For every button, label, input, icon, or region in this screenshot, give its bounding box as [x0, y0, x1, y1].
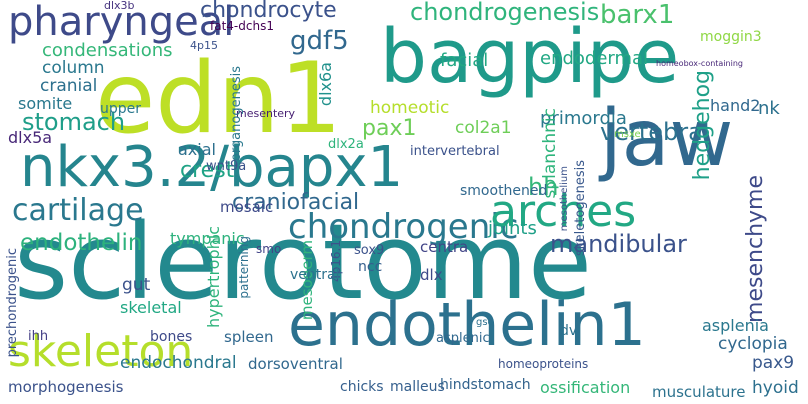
- word-mandibular: mandibular: [550, 230, 687, 258]
- word-msxe: msxe: [614, 129, 641, 140]
- word-hand2: hand2: [710, 96, 761, 115]
- word-dlx3b: dlx3b: [104, 0, 135, 12]
- word-4p15: 4p15: [190, 39, 218, 52]
- word-sox9: sox9: [354, 243, 385, 258]
- word-somite: somite: [18, 94, 73, 113]
- word-dlx6a: dlx6a: [316, 62, 335, 107]
- word-stomach: stomach: [22, 108, 126, 136]
- word-prechondrogenic: prechondrogenic: [5, 248, 20, 358]
- word-smoothened: smoothened: [460, 183, 548, 199]
- word-cartilage: cartilage: [12, 193, 144, 228]
- word-dv: dv: [560, 323, 578, 339]
- word-wnt9a: wnt9a: [206, 159, 247, 174]
- word-dlx: dlx: [420, 266, 443, 284]
- word-crest: crest: [180, 158, 235, 183]
- word-ihh: ihh: [28, 329, 49, 344]
- word-bones: bones: [150, 329, 193, 345]
- word-skeleton: skeleton: [8, 326, 194, 377]
- word-endodermal: endodermal: [540, 48, 649, 69]
- word-organogenesis: organogenesis: [229, 66, 244, 162]
- word-homeoproteins: homeoproteins: [498, 357, 589, 371]
- word-dlx5a: dlx5a: [8, 128, 53, 147]
- word-hypertrophic: hypertrophic: [204, 226, 223, 329]
- word-asplenia: asplenia: [702, 316, 769, 335]
- word-arches: arches: [490, 186, 637, 237]
- word-bagpipe: bagpipe: [380, 14, 680, 100]
- word-chondrogenic: chondrogenic: [288, 207, 519, 247]
- word-facial: facial: [440, 50, 489, 71]
- word-craniofacial: craniofacial: [232, 190, 360, 215]
- word-tympanic: tympanic: [170, 229, 245, 248]
- word-ossification: ossification: [540, 378, 631, 397]
- word-homeobox-containing: homeobox-containing: [656, 59, 743, 68]
- word-skeletogenesis: skeletogenesis: [573, 160, 588, 257]
- word-axial: axial: [178, 140, 216, 159]
- word-nk: nk: [758, 98, 780, 119]
- word-gut: gut: [122, 275, 151, 295]
- word-morphogenesis: morphogenesis: [8, 378, 124, 396]
- word-primordia: primordia: [540, 108, 627, 129]
- word-condensations: condensations: [42, 40, 173, 61]
- word-cranial: cranial: [40, 76, 98, 96]
- word-mesothelium: mesothelium: [559, 166, 570, 232]
- word-intervertebral: intervertebral: [410, 144, 500, 159]
- word-edn1: edn1: [95, 42, 342, 156]
- word-pharyngeal: pharyngeal: [8, 0, 235, 45]
- word-pax1: pax1: [362, 116, 417, 141]
- word-upper: upper: [100, 101, 142, 117]
- word-ventral: ventral: [290, 267, 340, 283]
- word-endothelin: endothelin: [20, 230, 143, 256]
- word-chondrocyte: chondrocyte: [200, 0, 337, 23]
- word-col2a1: col2a1: [455, 118, 512, 138]
- word-gdf5: gdf5: [290, 26, 349, 56]
- word-homeotic: homeotic: [370, 98, 450, 118]
- word-hedgehog: hedgehog: [690, 70, 715, 181]
- word-ncc: ncc: [358, 259, 383, 275]
- word-centra: centra: [420, 238, 469, 256]
- word-hh: hh: [528, 173, 559, 201]
- word-sclerotome: sclerotome: [14, 201, 593, 323]
- word-vertebral: vertebral: [600, 118, 710, 146]
- word-hyoid: hyoid: [752, 378, 799, 398]
- word-mosaic: mosaic: [220, 198, 274, 216]
- word-musculature: musculature: [652, 383, 746, 401]
- word-mesenchyme: mesenchyme: [743, 175, 768, 323]
- word-smo: smo: [256, 242, 282, 256]
- word-jaw: jaw: [600, 94, 734, 184]
- word-patterning: patterning: [237, 236, 251, 299]
- word-column: column: [42, 58, 105, 78]
- word-dorsoventral: dorsoventral: [248, 355, 343, 373]
- word-hindstomach: hindstomach: [440, 377, 531, 393]
- word-fat4-dchs1: fat4-dchs1: [210, 19, 274, 33]
- word-barx1: barx1: [600, 0, 675, 30]
- word-skeletal: skeletal: [120, 298, 182, 317]
- word-pax9: pax9: [752, 353, 795, 373]
- word-gsc: gsc: [476, 317, 494, 328]
- word-chicks: chicks: [340, 379, 384, 395]
- word-mesentery: mesentery: [236, 107, 296, 120]
- word-nkx3-2-bapx1: nkx3.2/bapx1: [20, 135, 404, 200]
- word-asplenic: asplenic: [436, 331, 490, 346]
- word-dlx2a: dlx2a: [328, 137, 364, 152]
- word-moggin3: moggin3: [700, 29, 762, 45]
- word-spleen: spleen: [224, 328, 274, 346]
- word-endothelin1: endothelin1: [288, 290, 646, 360]
- word-cyclopia: cyclopia: [718, 334, 788, 354]
- word-joints: joints: [488, 218, 537, 239]
- word-malleus: malleus: [390, 379, 445, 395]
- word-endochondral: endochondral: [120, 353, 237, 373]
- word-chondrogenesis: chondrogenesis: [410, 0, 600, 26]
